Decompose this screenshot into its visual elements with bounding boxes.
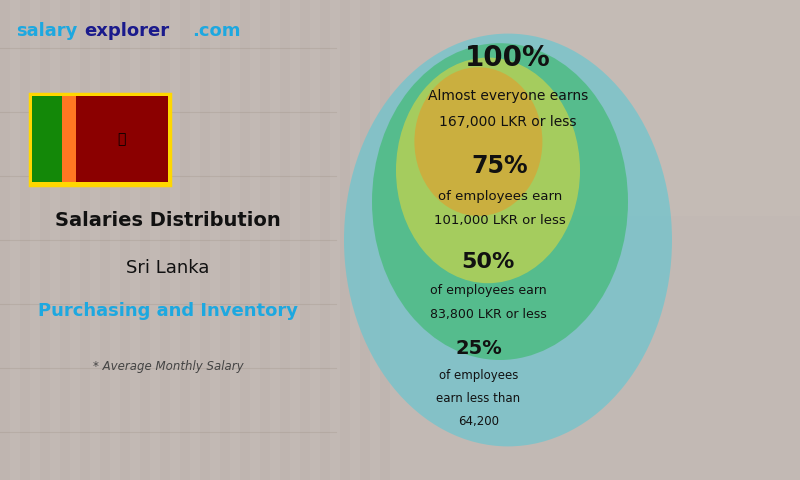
Bar (60, 0, 70, 480)
Text: 🦁: 🦁 (118, 132, 126, 146)
Text: of employees earn: of employees earn (430, 284, 546, 297)
Text: 101,000 LKR or less: 101,000 LKR or less (434, 214, 566, 228)
Ellipse shape (414, 67, 542, 216)
Bar (320, 0, 330, 480)
Text: explorer: explorer (84, 22, 169, 40)
Bar (440, 0, 800, 216)
Ellipse shape (372, 43, 628, 360)
Bar (160, 0, 170, 480)
FancyBboxPatch shape (30, 94, 170, 185)
Text: salary: salary (16, 22, 78, 40)
Text: of employees: of employees (438, 369, 518, 382)
Bar (140, 0, 150, 480)
Bar (80, 0, 90, 480)
Text: of employees earn: of employees earn (438, 190, 562, 204)
Text: earn less than: earn less than (436, 392, 521, 405)
Bar (360, 0, 370, 480)
Text: * Average Monthly Salary: * Average Monthly Salary (93, 360, 243, 373)
Bar (380, 0, 390, 480)
Text: 83,800 LKR or less: 83,800 LKR or less (430, 308, 546, 321)
Ellipse shape (344, 34, 672, 446)
Ellipse shape (396, 58, 580, 283)
Bar (300, 0, 310, 480)
Bar (62, 96, 75, 182)
Bar (200, 0, 210, 480)
Bar (220, 0, 230, 480)
Text: 167,000 LKR or less: 167,000 LKR or less (439, 115, 577, 130)
Bar (260, 0, 270, 480)
Bar (75, 96, 168, 182)
Text: 100%: 100% (465, 44, 551, 72)
Text: Purchasing and Inventory: Purchasing and Inventory (38, 302, 298, 321)
Text: 50%: 50% (462, 252, 514, 272)
Bar (100, 0, 110, 480)
Bar (0, 0, 10, 480)
Bar (120, 0, 130, 480)
Bar (280, 0, 290, 480)
Bar (340, 0, 350, 480)
Text: 75%: 75% (472, 154, 528, 178)
Bar (240, 0, 250, 480)
Text: Salaries Distribution: Salaries Distribution (55, 211, 281, 230)
Bar (40, 0, 50, 480)
Text: Almost everyone earns: Almost everyone earns (428, 89, 588, 103)
Text: Sri Lanka: Sri Lanka (126, 259, 210, 277)
Bar (180, 0, 190, 480)
Bar (20, 0, 30, 480)
Bar (32, 96, 62, 182)
Text: .com: .com (192, 22, 241, 40)
Text: 64,200: 64,200 (458, 415, 499, 428)
Text: 25%: 25% (455, 338, 502, 358)
